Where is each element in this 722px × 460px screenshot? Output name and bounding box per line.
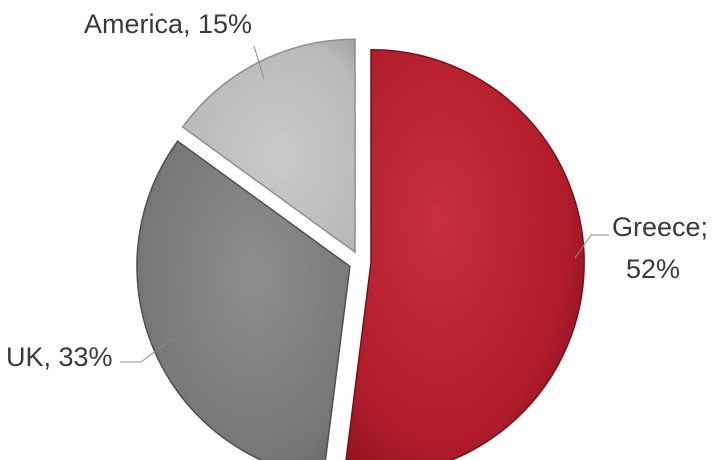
slice-label-america: America, 15%	[84, 9, 252, 39]
leader-line-uk	[120, 338, 173, 363]
pie-slice-america	[181, 38, 356, 254]
slice-label-uk: UK, 33%	[6, 342, 113, 372]
leader-line-america	[253, 45, 265, 80]
leader-line-greece	[574, 234, 609, 259]
pie-slice-uk	[136, 140, 351, 460]
pie-slice-greece	[345, 48, 585, 460]
slice-value-greece: 52%	[626, 254, 680, 284]
slice-label-greece: Greece;	[612, 212, 708, 242]
